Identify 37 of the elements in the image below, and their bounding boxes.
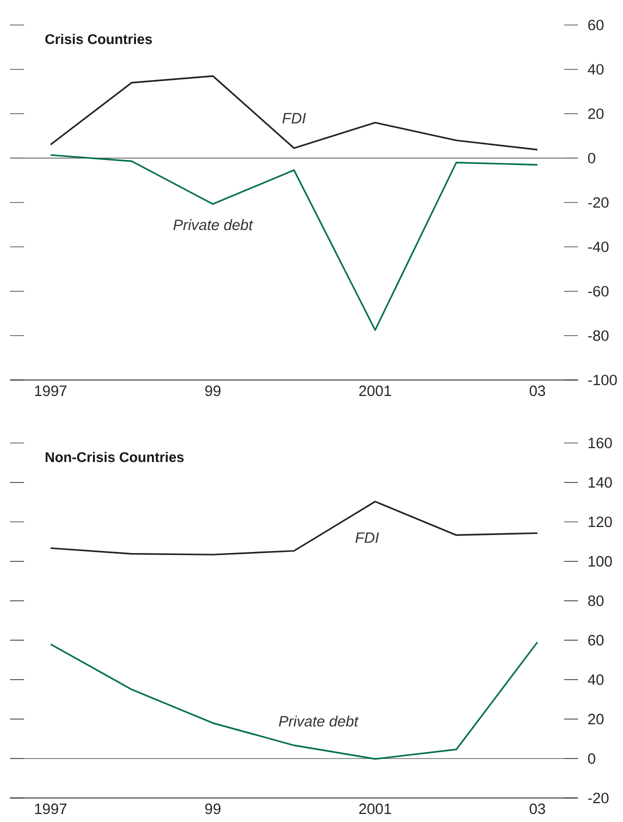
y-tick-label: -40 [588, 242, 609, 252]
y-tick-label: 20 [588, 714, 604, 724]
y-tick-label: -20 [588, 792, 609, 804]
y-tick-label: 80 [588, 595, 604, 606]
y-tick-label: 40 [588, 674, 604, 685]
y-tick-label: 0 [588, 152, 596, 164]
y-tick-label: 0 [588, 753, 596, 764]
line-series [50, 75, 538, 150]
text: Crisis Countries [45, 34, 152, 44]
x-tick-label: 03 [530, 804, 546, 814]
x-tick-label: 2001 [359, 804, 392, 814]
y-tick-label: 20 [588, 108, 604, 120]
series-label: FDI [282, 113, 306, 124]
y-tick-label: 60 [588, 20, 604, 30]
x-tick-label: 1997 [35, 386, 66, 396]
y-tick-label: -60 [588, 286, 609, 297]
y-tick-label: 40 [588, 64, 604, 75]
series-label: Private debt [278, 716, 359, 727]
y-tick-label: 60 [588, 634, 604, 646]
series-label: Private debt [173, 219, 254, 230]
text: Non-Crisis Countries [46, 452, 184, 462]
y-tick-label: 100 [588, 556, 612, 567]
x-tick-label: 1997 [35, 804, 66, 814]
x-tick-label: 03 [530, 386, 546, 396]
line-series [50, 500, 538, 556]
x-tick-label: 2001 [359, 386, 392, 396]
series-label: FDI [355, 532, 379, 543]
x-tick-label: 99 [205, 386, 220, 396]
y-tick-label: 140 [588, 477, 612, 488]
y-tick-label: -80 [588, 330, 609, 341]
y-tick-label: -100 [588, 374, 617, 386]
x-tick-label: 99 [205, 804, 220, 814]
y-tick-label: -20 [588, 197, 609, 208]
line-series [50, 154, 538, 331]
line-series [50, 641, 538, 760]
y-tick-label: 120 [588, 516, 612, 528]
y-tick-label: 160 [588, 438, 612, 448]
